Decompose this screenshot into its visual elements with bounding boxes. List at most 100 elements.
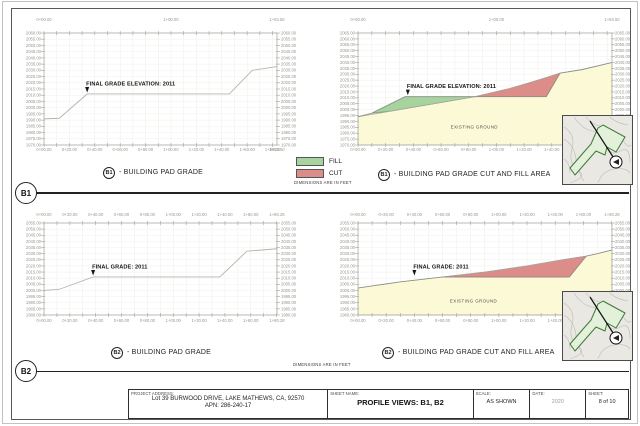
svg-text:1+00.00: 1+00.00 <box>489 147 505 152</box>
svg-text:2020.00: 2020.00 <box>281 80 297 85</box>
svg-text:0+40.00: 0+40.00 <box>88 318 104 323</box>
title-block-sheet-name: SHEET NAME: PROFILE VIEWS: B1, B2 <box>327 390 472 418</box>
svg-text:1+60.00: 1+60.00 <box>576 212 592 217</box>
caption-label: - BUILDING PAD GRADE <box>119 169 203 176</box>
svg-text:1+60.00: 1+60.00 <box>243 318 259 323</box>
svg-text:2035.00: 2035.00 <box>281 62 297 67</box>
svg-text:2045.00: 2045.00 <box>281 233 297 238</box>
svg-text:1995.00: 1995.00 <box>340 113 356 118</box>
svg-text:2030.00: 2030.00 <box>281 68 297 73</box>
svg-text:2005.00: 2005.00 <box>340 101 356 106</box>
svg-text:EXISTING GROUND: EXISTING GROUND <box>450 299 497 304</box>
svg-text:2025.00: 2025.00 <box>26 257 42 262</box>
svg-text:2005.00: 2005.00 <box>615 101 631 106</box>
caption-badge-b1: B1 <box>378 168 390 181</box>
svg-text:2025.00: 2025.00 <box>615 257 631 262</box>
svg-text:EXISTING GROUND: EXISTING GROUND <box>451 124 498 129</box>
scale-value: AS SHOWN <box>486 399 517 405</box>
svg-text:1995.00: 1995.00 <box>26 111 42 116</box>
svg-text:0+20.00: 0+20.00 <box>62 147 78 152</box>
svg-text:2025.00: 2025.00 <box>281 257 297 262</box>
svg-text:2040.00: 2040.00 <box>615 239 631 244</box>
section-marker-arrow-icon <box>613 159 619 165</box>
svg-text:1995.00: 1995.00 <box>281 294 297 299</box>
title-block-sheet-number: SHEET: 8 of 10 <box>585 390 628 418</box>
svg-text:2000.00: 2000.00 <box>340 107 356 112</box>
svg-text:2050.00: 2050.00 <box>340 227 356 232</box>
section-divider-b2 <box>36 370 629 372</box>
svg-text:1+00.00: 1+00.00 <box>491 318 507 323</box>
project-address-line2: APN: 286-240-17 <box>204 403 252 409</box>
svg-text:2065.00: 2065.00 <box>615 30 631 35</box>
svg-text:2015.00: 2015.00 <box>26 269 42 274</box>
title-block-project-address: PROJECT ADDRESS: Lot 39 BURWOOD DRIVE, L… <box>129 390 327 418</box>
svg-text:1+40.00: 1+40.00 <box>544 147 560 152</box>
svg-text:2020.00: 2020.00 <box>615 83 631 88</box>
svg-text:1970.00: 1970.00 <box>281 142 297 147</box>
svg-text:2040.00: 2040.00 <box>281 55 297 60</box>
svg-text:1+80.28: 1+80.28 <box>604 212 620 217</box>
svg-text:1+20.00: 1+20.00 <box>191 212 207 217</box>
svg-text:1+83.50: 1+83.50 <box>269 147 285 152</box>
svg-text:2025.00: 2025.00 <box>281 74 297 79</box>
svg-text:1985.00: 1985.00 <box>281 124 297 129</box>
svg-text:0+20.00: 0+20.00 <box>62 212 78 217</box>
svg-text:0+40.00: 0+40.00 <box>87 147 103 152</box>
svg-text:2055.00: 2055.00 <box>340 42 356 47</box>
svg-text:2050.00: 2050.00 <box>340 48 356 53</box>
svg-text:2035.00: 2035.00 <box>281 245 297 250</box>
svg-text:2020.00: 2020.00 <box>281 263 297 268</box>
svg-text:0+00.00: 0+00.00 <box>36 212 52 217</box>
svg-text:1990.00: 1990.00 <box>340 300 356 305</box>
svg-text:1+20.00: 1+20.00 <box>519 318 535 323</box>
svg-text:2025.00: 2025.00 <box>615 78 631 83</box>
svg-text:2030.00: 2030.00 <box>615 72 631 77</box>
svg-text:2015.00: 2015.00 <box>615 269 631 274</box>
legend-cut-row: CUT <box>296 169 342 178</box>
svg-text:1+40.00: 1+40.00 <box>548 318 564 323</box>
sheet-number-label: SHEET: <box>588 391 604 396</box>
svg-text:0+60.00: 0+60.00 <box>113 147 129 152</box>
caption-badge-b2: B2 <box>111 346 123 359</box>
svg-text:2020.00: 2020.00 <box>26 263 42 268</box>
svg-text:2000.00: 2000.00 <box>615 107 631 112</box>
svg-text:2035.00: 2035.00 <box>26 62 42 67</box>
svg-text:2010.00: 2010.00 <box>281 93 297 98</box>
svg-text:2050.00: 2050.00 <box>615 227 631 232</box>
svg-text:2005.00: 2005.00 <box>340 282 356 287</box>
title-block: PROJECT ADDRESS: Lot 39 BURWOOD DRIVE, L… <box>128 389 629 419</box>
svg-text:2030.00: 2030.00 <box>615 251 631 256</box>
svg-text:1975.00: 1975.00 <box>281 136 297 141</box>
svg-text:0+60.00: 0+60.00 <box>435 318 451 323</box>
sheet-name-label: SHEET NAME: <box>330 391 360 396</box>
svg-text:0+80.00: 0+80.00 <box>138 147 154 152</box>
svg-text:2010.00: 2010.00 <box>340 95 356 100</box>
svg-text:2000.00: 2000.00 <box>340 288 356 293</box>
svg-text:1990.00: 1990.00 <box>26 118 42 123</box>
svg-text:1980.00: 1980.00 <box>26 312 42 317</box>
svg-text:0+20.00: 0+20.00 <box>378 147 394 152</box>
svg-text:2035.00: 2035.00 <box>615 66 631 71</box>
caption-b1-cutfill: B1 - BUILDING PAD GRADE CUT AND FILL ARE… <box>378 168 550 181</box>
svg-text:2030.00: 2030.00 <box>26 68 42 73</box>
svg-text:2040.00: 2040.00 <box>26 239 42 244</box>
caption-badge-b2: B2 <box>382 346 394 359</box>
site-plan-inset-b1 <box>562 115 633 185</box>
svg-text:0+20.00: 0+20.00 <box>379 318 395 323</box>
svg-text:0+00.00: 0+00.00 <box>350 212 366 217</box>
svg-text:1980.00: 1980.00 <box>281 312 297 317</box>
svg-text:1995.00: 1995.00 <box>340 294 356 299</box>
section-leader-line <box>589 296 616 337</box>
svg-text:2010.00: 2010.00 <box>26 276 42 281</box>
svg-text:2015.00: 2015.00 <box>26 86 42 91</box>
svg-text:0+60.00: 0+60.00 <box>435 212 451 217</box>
svg-text:0+80.00: 0+80.00 <box>140 318 156 323</box>
legend-fill-row: FILL <box>296 157 342 166</box>
svg-text:2030.00: 2030.00 <box>340 72 356 77</box>
svg-text:0+00.00: 0+00.00 <box>36 147 52 152</box>
svg-text:1+00.00: 1+00.00 <box>489 17 505 22</box>
svg-text:2005.00: 2005.00 <box>615 282 631 287</box>
svg-text:2020.00: 2020.00 <box>340 263 356 268</box>
svg-text:2015.00: 2015.00 <box>615 89 631 94</box>
